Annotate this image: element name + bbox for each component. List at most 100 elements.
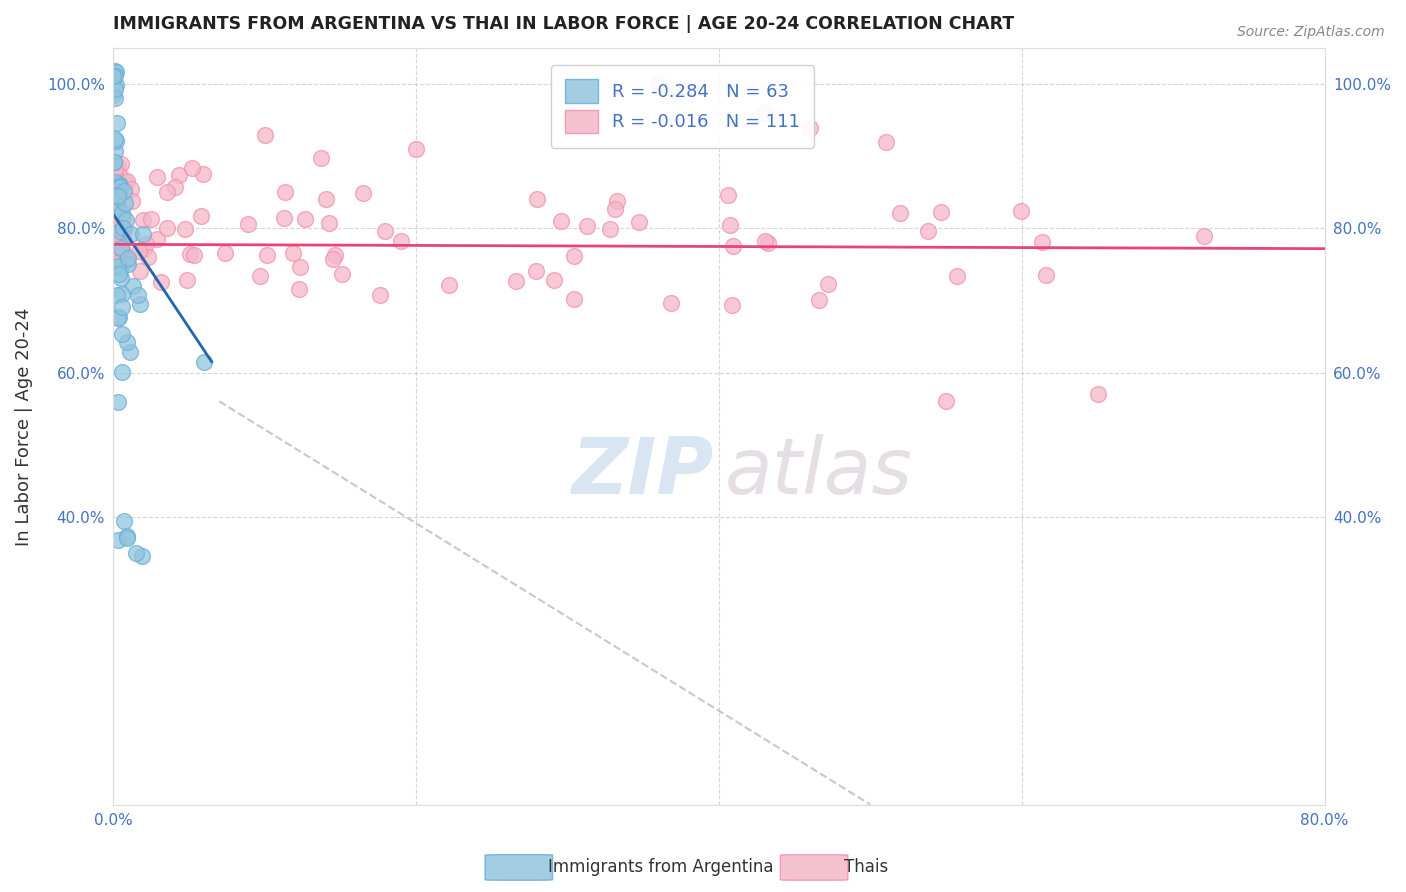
Point (190, 209, 212, 223)
Point (179, 247, 201, 261)
Point (181, 161, 204, 176)
Point (368, 288, 391, 302)
Point (524, 263, 547, 277)
Point (236, 217, 259, 231)
Point (108, 178, 131, 192)
Point (176, 273, 198, 287)
Point (110, 241, 132, 255)
Point (283, 245, 305, 260)
Point (167, 168, 190, 182)
Point (110, 178, 132, 193)
Point (108, 253, 131, 268)
Point (322, 252, 344, 266)
Point (103, 90, 125, 104)
Point (754, 106, 776, 120)
Point (1192, 228, 1215, 243)
Point (117, 258, 139, 272)
Point (103, 225, 125, 239)
Point (103, 234, 125, 248)
Point (111, 365, 134, 379)
Point (104, 186, 127, 201)
Point (103, 87, 125, 102)
Text: Thais: Thais (844, 858, 887, 877)
Point (120, 182, 142, 196)
Point (135, 237, 157, 252)
Point (330, 268, 353, 282)
Point (557, 113, 579, 128)
Point (105, 198, 128, 212)
Point (112, 221, 135, 235)
Point (105, 116, 128, 130)
Point (125, 545, 148, 559)
Point (132, 242, 155, 256)
Point (107, 159, 129, 173)
Point (105, 195, 128, 210)
Point (405, 142, 427, 156)
Point (946, 268, 969, 283)
Point (374, 224, 396, 238)
Point (110, 156, 132, 170)
Point (107, 287, 129, 301)
Point (129, 297, 152, 311)
Point (107, 180, 129, 194)
Point (721, 298, 744, 312)
Point (111, 286, 134, 301)
Point (115, 335, 138, 350)
Point (754, 234, 776, 248)
Point (193, 355, 215, 369)
Point (104, 64, 127, 78)
Point (562, 292, 585, 306)
Point (543, 273, 565, 287)
Point (935, 394, 957, 409)
Text: ZIP: ZIP (571, 434, 713, 510)
Point (628, 215, 651, 229)
Point (112, 211, 135, 225)
Point (875, 135, 897, 149)
Point (107, 259, 129, 273)
Point (156, 221, 179, 235)
Point (105, 65, 128, 79)
Point (105, 134, 128, 148)
Point (103, 174, 125, 188)
Point (117, 251, 139, 265)
FancyBboxPatch shape (780, 855, 848, 880)
Point (1010, 204, 1032, 219)
Point (104, 69, 127, 83)
Point (817, 277, 839, 291)
Point (118, 344, 141, 359)
Point (131, 549, 153, 564)
Point (249, 269, 271, 284)
Point (150, 275, 173, 289)
Point (576, 219, 599, 234)
Point (505, 275, 527, 289)
Point (104, 186, 127, 200)
Point (603, 202, 626, 216)
Point (112, 184, 135, 198)
Point (107, 178, 129, 192)
Point (107, 243, 129, 257)
Point (389, 235, 412, 249)
Point (129, 264, 152, 278)
Point (108, 227, 131, 242)
Point (104, 162, 127, 177)
Point (103, 69, 125, 83)
Point (156, 185, 179, 199)
Point (717, 188, 740, 202)
Point (111, 206, 134, 220)
Text: IMMIGRANTS FROM ARGENTINA VS THAI IN LABOR FORCE | AGE 20-24 CORRELATION CHART: IMMIGRANTS FROM ARGENTINA VS THAI IN LAB… (114, 15, 1015, 33)
Point (110, 219, 132, 233)
Point (107, 394, 129, 409)
Point (115, 174, 138, 188)
Point (807, 293, 830, 308)
Point (288, 282, 311, 296)
Point (562, 249, 585, 263)
Point (318, 216, 340, 230)
Point (105, 184, 128, 198)
Point (107, 267, 129, 281)
Point (1087, 387, 1109, 401)
Point (550, 214, 572, 228)
Point (127, 288, 149, 302)
Point (110, 242, 132, 256)
Point (120, 227, 142, 241)
Point (132, 227, 155, 241)
